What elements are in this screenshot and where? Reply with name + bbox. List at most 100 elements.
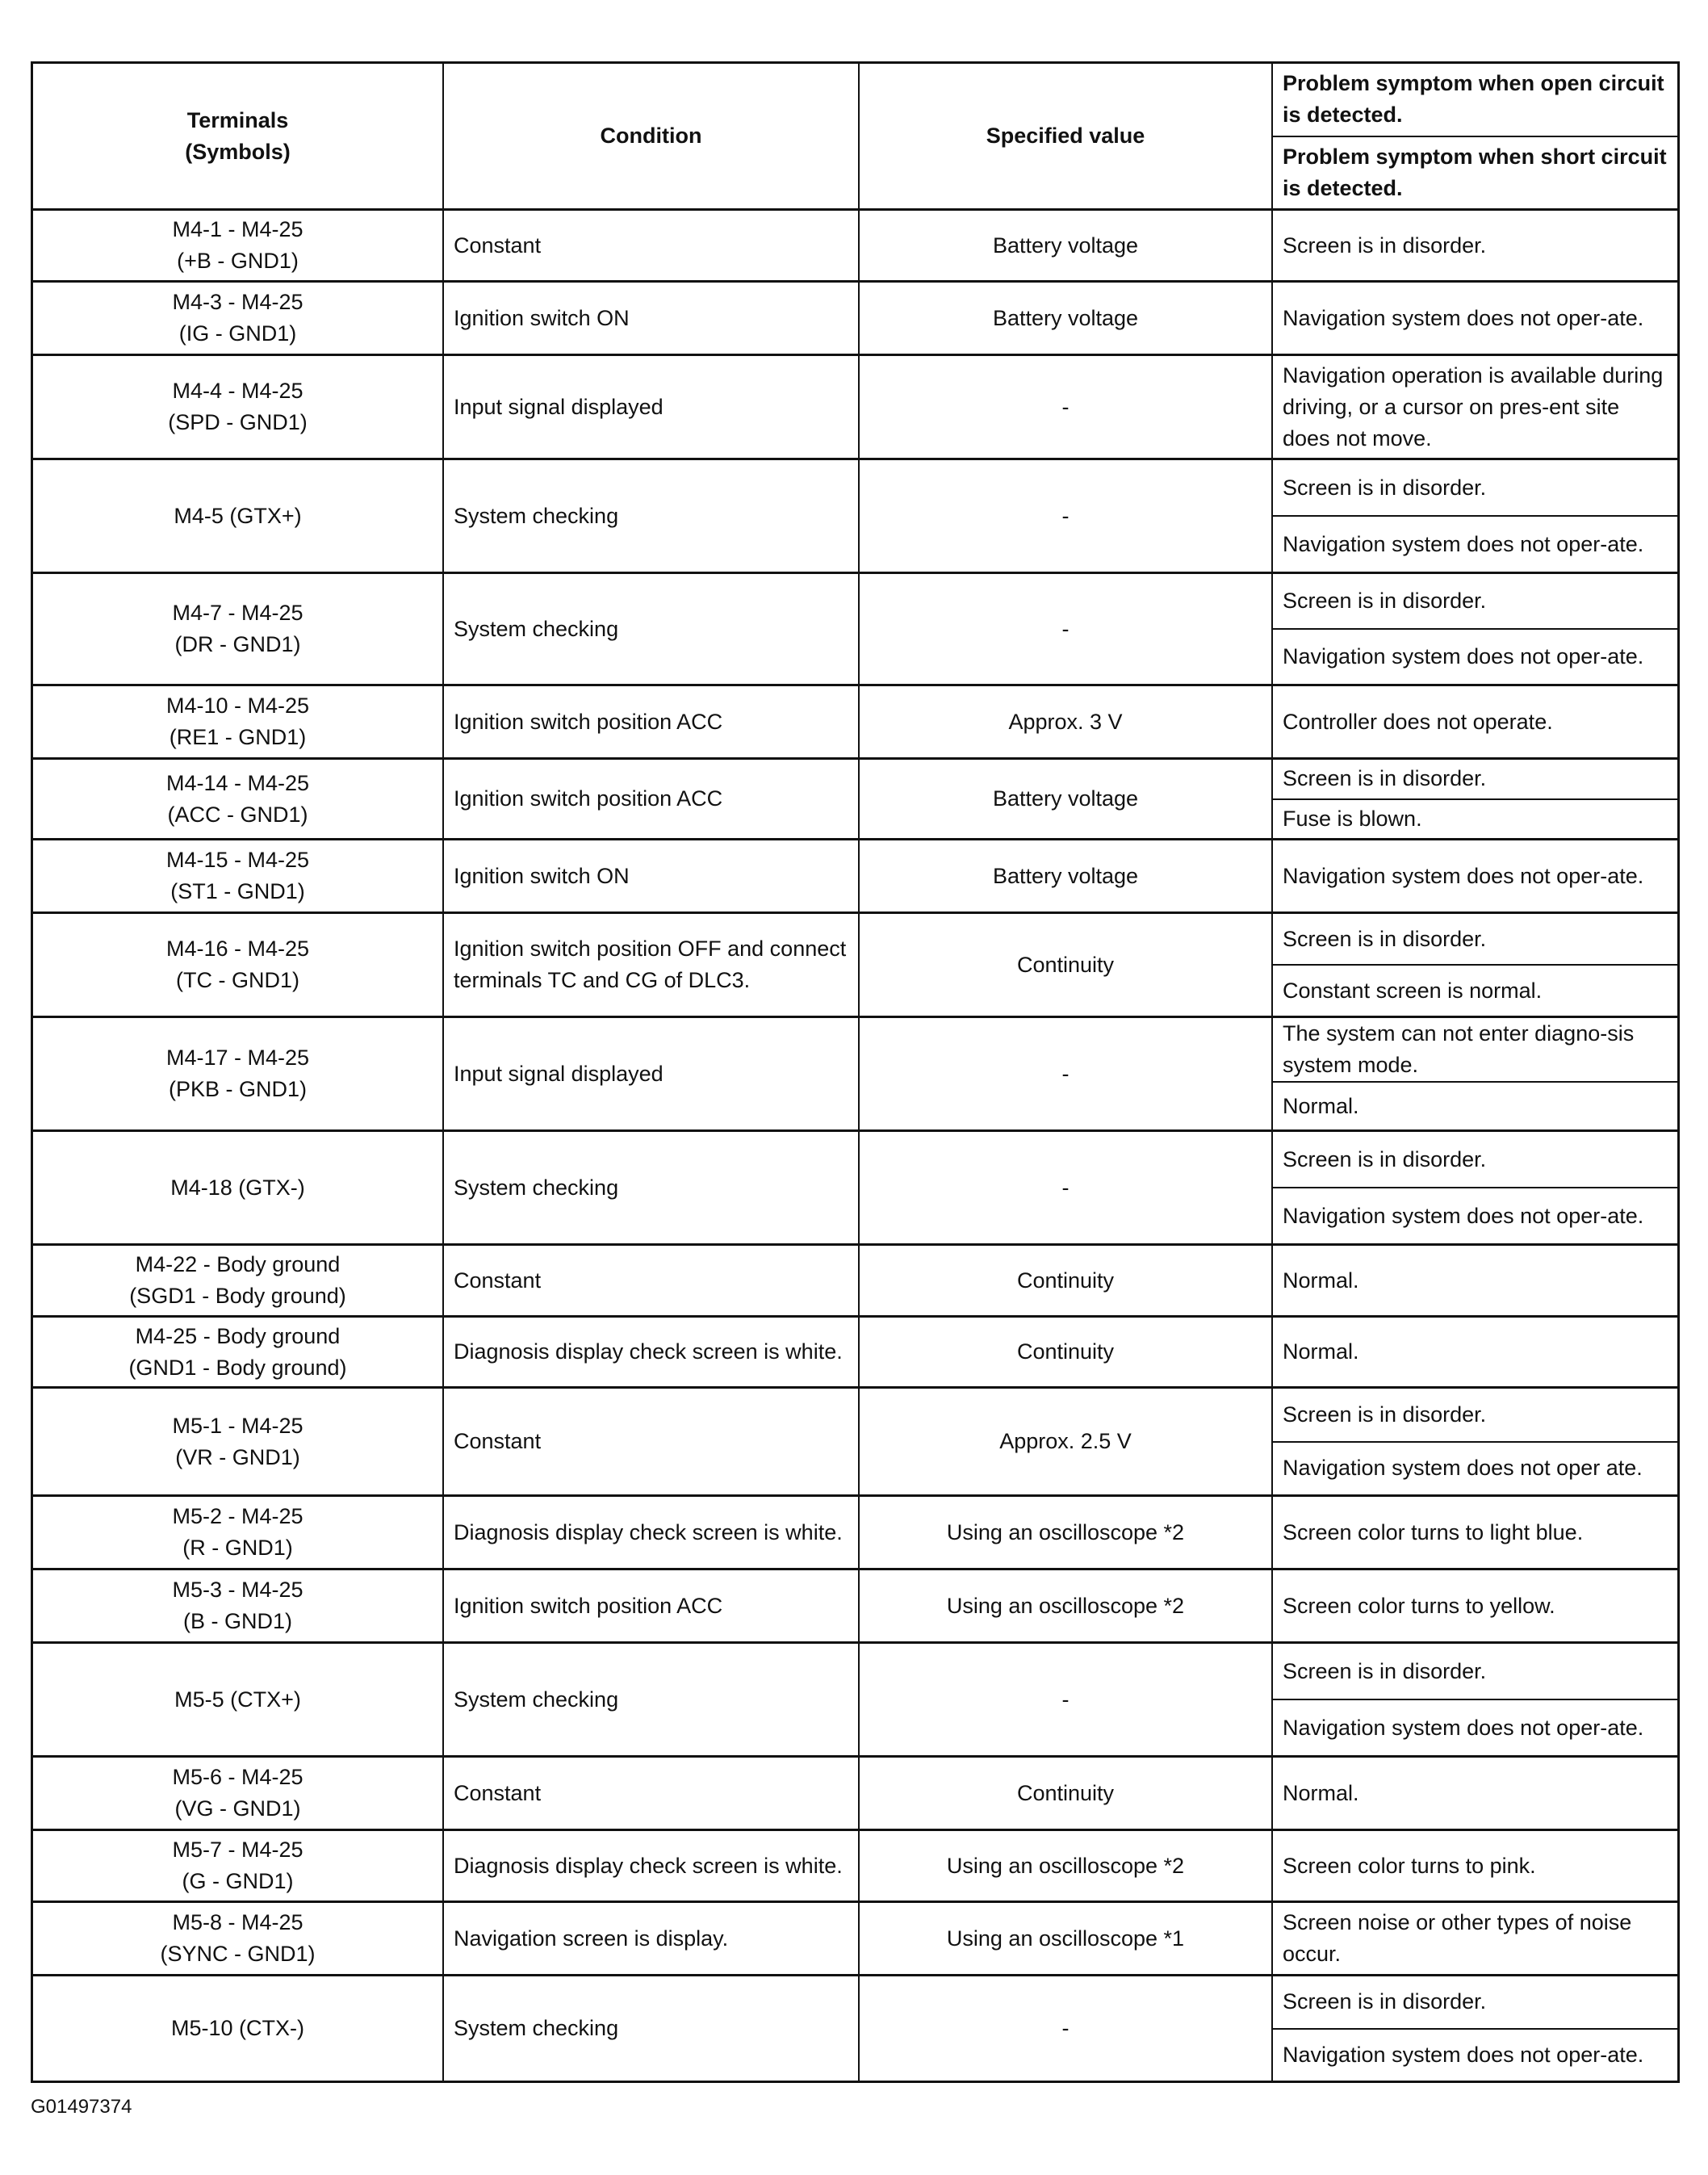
condition-cell: Constant [442,1389,858,1494]
specified-value-cell: - [858,1644,1271,1755]
condition-cell: Ignition switch position ACC [442,1570,858,1641]
condition-cell: Ignition switch position OFF and connect… [442,914,858,1016]
terminals-cell: M5-7 - M4-25 (G - GND1) [172,1838,304,1893]
symptom-cell: The system can not enter diagno-sis syst… [1271,1018,1677,1129]
specified-value-cell: Battery voltage [858,760,1271,838]
symptom-cell: Screen noise or other types of noise occ… [1271,1903,1677,1974]
terminals-cell: M4-1 - M4-25 (+B - GND1) [172,217,304,273]
table-row: M5-2 - M4-25 (R - GND1) Diagnosis display… [33,1494,1677,1568]
terminals-cell: M4-15 - M4-25 (ST1 - GND1) [165,848,310,903]
specified-value-cell: Using an oscilloscope *2 [858,1831,1271,1901]
terminals-cell: M4-4 - M4-25 (SPD - GND1) [168,379,308,434]
symptom-cell: Screen is in disorder. [1271,211,1677,280]
table-row: M5-1 - M4-25 (VR - GND1) Constant Approx. … [33,1386,1677,1494]
specified-value-cell: Using an oscilloscope *2 [858,1497,1271,1568]
header-symptom-open: Problem symptom when open circuit is det… [1283,71,1664,128]
symptom-text: Normal. [1273,1081,1677,1129]
symptom-text: Screen is in disorder. [1283,233,1487,258]
symptom-cell: Navigation system does not oper-ate. [1271,283,1677,354]
condition-cell: System checking [442,460,858,572]
condition-cell: Ignition switch ON [442,283,858,354]
specified-value-cell: Battery voltage [858,211,1271,280]
terminals-cell: M4-5 (GTX+) [174,503,302,528]
header-condition: Condition [442,64,858,208]
header-symptom-short: Problem symptom when short circuit is de… [1273,135,1677,209]
symptom-cell: Normal. [1271,1246,1677,1315]
symptom-cell: Screen is in disorder. Constant screen is… [1271,914,1677,1016]
symptom-text: Navigation system does not oper-ate. [1283,305,1644,330]
specified-value-cell: Approx. 2.5 V [858,1389,1271,1494]
symptom-cell: Controller does not operate. [1271,686,1677,757]
table-row: M5-5 (CTX+) System checking - Screen is in … [33,1641,1677,1755]
table-row: M4-15 - M4-25 (ST1 - GND1) Ignition switc… [33,838,1677,911]
symptom-text: Normal. [1283,1268,1359,1293]
specified-value-cell: Continuity [858,914,1271,1016]
table-row: M5-7 - M4-25 (G - GND1) Diagnosis display… [33,1829,1677,1901]
symptom-text: Screen color turns to yellow. [1283,1593,1555,1618]
condition-cell: Diagnosis display check screen is white. [442,1497,858,1568]
table-row: M4-4 - M4-25 (SPD - GND1) Input signal di… [33,354,1677,458]
header-symptoms: Problem symptom when open circuit is det… [1271,64,1677,208]
symptom-cell: Normal. [1271,1758,1677,1829]
specified-value-cell: - [858,460,1271,572]
symptom-text: Screen is in disorder. [1283,926,1487,951]
condition-cell: Diagnosis display check screen is white. [442,1318,858,1386]
terminals-cell: M5-3 - M4-25 (B - GND1) [172,1578,304,1633]
condition-cell: Input signal displayed [442,356,858,458]
symptom-text: Navigation system does not oper-ate. [1273,2027,1677,2081]
symptom-cell: Screen is in disorder. Navigation system … [1271,460,1677,572]
terminals-cell: M5-10 (CTX-) [170,2016,304,2040]
symptom-cell: Navigation operation is available during… [1271,356,1677,458]
specified-value-cell: - [858,1132,1271,1243]
table-row: M4-18 (GTX-) System checking - Screen is in… [33,1129,1677,1243]
symptom-text: Screen noise or other types of noise occ… [1283,1910,1632,1966]
terminals-cell: M4-10 - M4-25 (RE1 - GND1) [165,694,310,749]
figure-id: G01497374 [31,2096,132,2118]
condition-cell: Ignition switch ON [442,840,858,911]
terminals-cell: M5-8 - M4-25 (SYNC - GND1) [160,1910,316,1966]
specified-value-cell: Battery voltage [858,840,1271,911]
specified-value-cell: Continuity [858,1246,1271,1315]
symptom-cell: Screen color turns to yellow. [1271,1570,1677,1641]
symptom-text: Navigation system does not oper-ate. [1273,1187,1677,1243]
table-row: M4-25 - Body ground (GND1 - Body ground)… [33,1315,1677,1386]
condition-cell: System checking [442,1132,858,1243]
symptom-cell: Navigation system does not oper-ate. [1271,840,1677,911]
specified-value-cell: Approx. 3 V [858,686,1271,757]
table-row: M4-1 - M4-25 (+B - GND1) Constant Battery … [33,208,1677,280]
terminals-cell: M5-1 - M4-25 (VR - GND1) [172,1413,304,1469]
condition-cell: Navigation screen is display. [442,1903,858,1974]
table-row: M5-8 - M4-25 (SYNC - GND1) Navigation scr… [33,1901,1677,1974]
table-header-row: Terminals (Symbols) Condition Specified … [33,64,1677,208]
table-row: M5-6 - M4-25 (VG - GND1) Constant Continui… [33,1755,1677,1829]
symptom-text: Navigation system does not oper-ate. [1283,863,1644,888]
table-row: M4-17 - M4-25 (PKB - GND1) Input signal d… [33,1016,1677,1129]
condition-cell: Input signal displayed [442,1018,858,1129]
terminals-cell: M4-18 (GTX-) [170,1175,305,1200]
specified-value-cell: Battery voltage [858,283,1271,354]
specified-value-cell: Continuity [858,1318,1271,1386]
condition-cell: Ignition switch position ACC [442,760,858,838]
condition-cell: Ignition switch position ACC [442,686,858,757]
symptom-cell: Screen is in disorder. Navigation system … [1271,1976,1677,2081]
specified-value-cell: - [858,574,1271,684]
table-row: M4-22 - Body ground (SGD1 - Body ground)… [33,1243,1677,1315]
symptom-text: Controller does not operate. [1283,709,1553,734]
symptom-text: Screen is in disorder. [1283,475,1487,500]
symptom-text: Navigation system does not oper-ate. [1273,628,1677,684]
symptom-cell: Screen is in disorder. Navigation system … [1271,574,1677,684]
header-terminals: Terminals (Symbols) [185,107,291,164]
symptom-text: Screen is in disorder. [1283,766,1487,791]
symptom-cell: Screen is in disorder. Navigation system … [1271,1132,1677,1243]
symptom-text: Normal. [1283,1780,1359,1805]
terminals-cell: M4-25 - Body ground (GND1 - Body ground) [128,1323,347,1380]
terminal-spec-table: Terminals (Symbols) Condition Specified … [31,61,1680,2083]
header-specified-value: Specified value [858,64,1271,208]
terminals-cell: M4-3 - M4-25 (IG - GND1) [172,290,304,346]
condition-cell: System checking [442,574,858,684]
symptom-cell: Screen is in disorder. Fuse is blown. [1271,760,1677,838]
symptom-cell: Screen color turns to light blue. [1271,1497,1677,1568]
condition-cell: Constant [442,1758,858,1829]
symptom-text: Screen color turns to light blue. [1283,1519,1584,1544]
specified-value-cell: Using an oscilloscope *2 [858,1570,1271,1641]
